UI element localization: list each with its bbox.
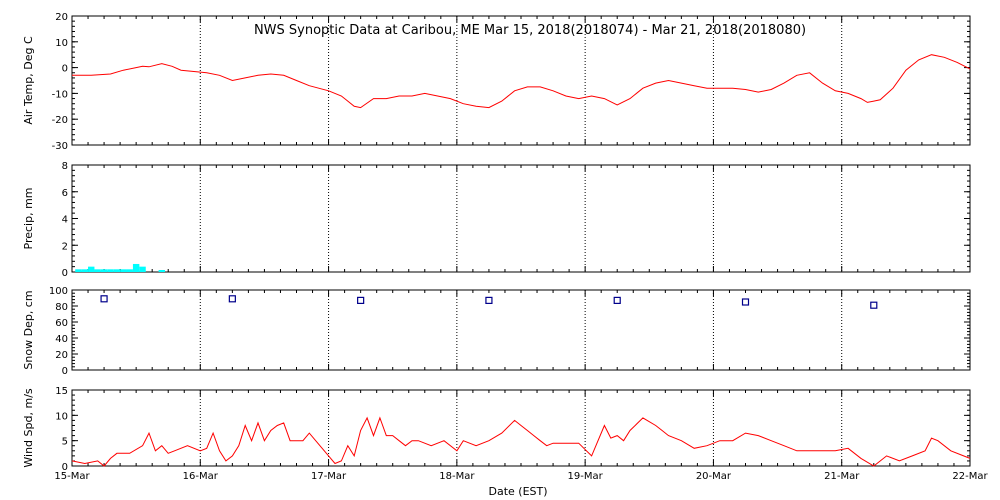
snow-point [741, 298, 750, 306]
y-axis-title: Snow Dep, cm [22, 290, 35, 369]
y-tick-label: 0 [62, 462, 68, 473]
x-tick-label: 19-Mar [568, 471, 604, 482]
x-tick-label: 22-Mar [952, 471, 988, 482]
y-tick-label: 20 [55, 12, 68, 23]
y-tick-label: 10 [55, 38, 68, 49]
panel-frame [71, 289, 971, 371]
panel-frame [71, 389, 971, 467]
precip-bar [94, 269, 101, 272]
panel-3: 15 10 5 0 Wind Spd, m/s [22, 386, 971, 473]
y-tick-label: 0 [62, 366, 68, 377]
x-tick-label: 18-Mar [439, 471, 475, 482]
snow-point [357, 296, 365, 304]
y-tick-label: 0 [62, 64, 68, 75]
y-axis-title: Air Temp, Deg C [22, 36, 35, 125]
x-tick-label: 17-Mar [311, 471, 347, 482]
y-tick-label: -30 [52, 141, 68, 152]
precip-bar [75, 269, 82, 272]
series-line [72, 54, 971, 109]
precip-bar [158, 269, 166, 272]
chart-title: NWS Synoptic Data at Caribou, ME Mar 15,… [254, 23, 806, 38]
panel-0: 20 10 0 -10 -20 -30 Air Temp, Deg C [22, 12, 971, 152]
y-tick-label: 80 [55, 302, 68, 313]
x-tick-label: 21-Mar [824, 471, 860, 482]
series-line [71, 416, 971, 467]
y-tick-label: 0 [62, 268, 68, 279]
snow-point [100, 295, 108, 303]
y-tick-label: 5 [62, 437, 68, 448]
panel-frame [71, 164, 971, 273]
precip-bar [81, 269, 89, 272]
x-tick-label: 15-Mar [54, 471, 90, 482]
precip-bar [88, 266, 95, 272]
panel-1: 8 6 4 2 0 Precip, mm [22, 161, 971, 279]
y-tick-label: 40 [55, 334, 68, 345]
y-tick-label: 60 [55, 318, 68, 329]
y-axis-title: Wind Spd, m/s [22, 388, 35, 468]
y-tick-label: 6 [62, 188, 68, 199]
snow-point [485, 296, 493, 304]
snow-point [870, 301, 878, 309]
y-tick-label: -20 [52, 115, 68, 126]
precip-bar [139, 266, 146, 272]
y-axis-title: Precip, mm [22, 188, 35, 250]
y-tick-label: 15 [55, 386, 68, 397]
precip-bar [113, 269, 121, 272]
y-tick-label: 2 [62, 241, 68, 252]
y-tick-label: 4 [62, 215, 68, 226]
y-tick-label: 100 [49, 286, 68, 297]
x-tick-label: 20-Mar [696, 471, 732, 482]
snow-point [613, 296, 621, 304]
y-tick-label: 10 [55, 411, 68, 422]
precip-bar [100, 269, 108, 272]
precip-bar [107, 269, 114, 272]
panel-2: 100 80 60 40 20 0 Snow Dep, cm [22, 286, 971, 377]
snow-point [228, 295, 236, 303]
precip-bar [132, 263, 140, 272]
precip-bar [126, 269, 133, 272]
y-tick-label: 20 [55, 350, 68, 361]
x-tick-label: 16-Mar [183, 471, 219, 482]
y-tick-label: 8 [62, 161, 68, 172]
x-axis-title: Date (EST) [488, 485, 547, 498]
precip-bar [120, 269, 127, 272]
y-tick-label: -10 [52, 89, 68, 100]
